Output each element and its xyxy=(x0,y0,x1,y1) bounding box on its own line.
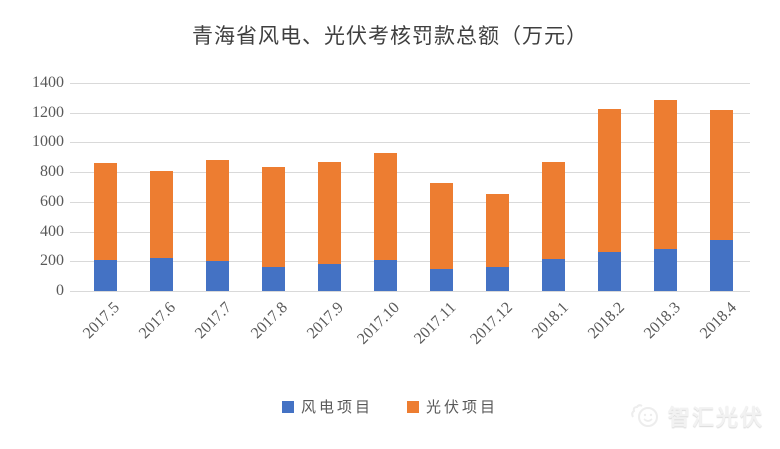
bar-segment-光伏项目-2018.1 xyxy=(542,161,566,260)
bar-segment-光伏项目-2017.10 xyxy=(373,152,397,260)
bar-2017.9 xyxy=(317,83,341,291)
legend-label: 风电项目 xyxy=(300,399,373,416)
bar-2018.3 xyxy=(654,83,678,291)
x-tick-label: 2017.9 xyxy=(304,299,348,343)
bar-segment-风电项目-2017.6 xyxy=(149,258,173,291)
y-tick-label: 400 xyxy=(40,222,64,240)
x-tick-label: 2018.4 xyxy=(696,299,740,343)
x-tick-label: 2017.6 xyxy=(136,299,180,343)
gridlines xyxy=(70,83,750,292)
bar-segment-风电项目-2017.5 xyxy=(93,259,117,291)
bar-segment-风电项目-2017.9 xyxy=(317,264,341,291)
legend-item-光伏项目: 光伏项目 xyxy=(407,396,498,417)
bar-segment-风电项目-2018.1 xyxy=(542,259,566,291)
bar-segment-风电项目-2017.10 xyxy=(373,259,397,291)
bar-2017.11 xyxy=(430,83,454,291)
y-tick-label: 800 xyxy=(40,163,64,181)
x-tick-label: 2017.8 xyxy=(248,299,292,343)
bar-segment-光伏项目-2017.6 xyxy=(149,171,173,259)
plot-area xyxy=(77,83,750,291)
gridline-1000 xyxy=(70,142,750,144)
gridline-800 xyxy=(70,172,750,174)
bar-segment-风电项目-2018.2 xyxy=(598,252,622,291)
watermark: 智汇光伏 xyxy=(630,400,764,432)
bar-segment-风电项目-2017.11 xyxy=(430,269,454,291)
legend-label: 光伏项目 xyxy=(426,399,499,416)
bar-segment-光伏项目-2017.12 xyxy=(486,194,510,268)
x-tick-label: 2017.5 xyxy=(79,299,124,343)
y-tick-label: 1200 xyxy=(32,103,64,121)
legend: 风电项目 光伏项目 xyxy=(0,396,780,417)
y-axis: 0 200 400 600 800 1000 1200 1400 xyxy=(0,0,64,449)
bar-2018.1 xyxy=(542,83,566,291)
bar-segment-风电项目-2017.7 xyxy=(205,260,229,291)
bar-segment-光伏项目-2018.4 xyxy=(710,109,734,240)
x-tick-label: 2018.1 xyxy=(528,299,572,343)
bar-2018.4 xyxy=(710,83,734,291)
bar-segment-风电项目-2017.8 xyxy=(261,267,285,291)
bar-2017.8 xyxy=(261,83,285,291)
bar-segment-光伏项目-2017.11 xyxy=(430,182,454,270)
bar-segment-光伏项目-2018.2 xyxy=(598,109,622,253)
x-tick-label: 2017.12 xyxy=(466,299,516,348)
smiley-face-logo-icon xyxy=(630,403,660,429)
bar-segment-光伏项目-2017.9 xyxy=(317,161,341,265)
bar-segment-光伏项目-2017.7 xyxy=(205,159,229,261)
gridline-600 xyxy=(70,201,750,203)
y-tick-label: 600 xyxy=(40,192,64,210)
bar-segment-光伏项目-2017.8 xyxy=(261,166,285,268)
legend-swatch-icon xyxy=(407,400,419,413)
gridline-200 xyxy=(70,261,750,263)
gridline-400 xyxy=(70,231,750,233)
bar-2017.6 xyxy=(149,83,173,291)
bar-segment-风电项目-2018.3 xyxy=(654,248,678,291)
bar-segment-风电项目-2017.12 xyxy=(486,267,510,291)
bar-2017.5 xyxy=(93,83,117,291)
x-tick-label: 2018.2 xyxy=(584,299,628,343)
y-tick-label: 200 xyxy=(40,252,64,270)
y-tick-label: 0 xyxy=(56,282,64,299)
gridline-0 xyxy=(70,291,750,292)
bar-2017.10 xyxy=(373,83,397,291)
x-tick-label: 2017.10 xyxy=(354,299,404,348)
x-tick-label: 2017.11 xyxy=(411,299,460,348)
bar-2017.12 xyxy=(486,83,510,291)
bar-2018.2 xyxy=(598,83,622,291)
x-tick-label: 2017.7 xyxy=(192,299,236,343)
legend-item-风电项目: 风电项目 xyxy=(281,396,373,417)
y-tick-label: 1400 xyxy=(32,74,64,91)
bar-2017.7 xyxy=(205,83,229,291)
bar-segment-风电项目-2018.4 xyxy=(710,239,734,291)
x-tick-label: 2018.3 xyxy=(640,299,684,343)
legend-swatch-icon xyxy=(281,400,294,413)
bar-segment-光伏项目-2018.3 xyxy=(654,100,678,249)
chart-title: 青海省风电、光伏考核罚款总额（万元） xyxy=(192,24,588,48)
gridline-1400 xyxy=(70,83,750,84)
y-tick-label: 1000 xyxy=(32,133,64,151)
gridline-1200 xyxy=(70,112,750,114)
watermark-text: 智汇光伏 xyxy=(667,405,764,430)
bar-segment-光伏项目-2017.5 xyxy=(93,163,117,260)
